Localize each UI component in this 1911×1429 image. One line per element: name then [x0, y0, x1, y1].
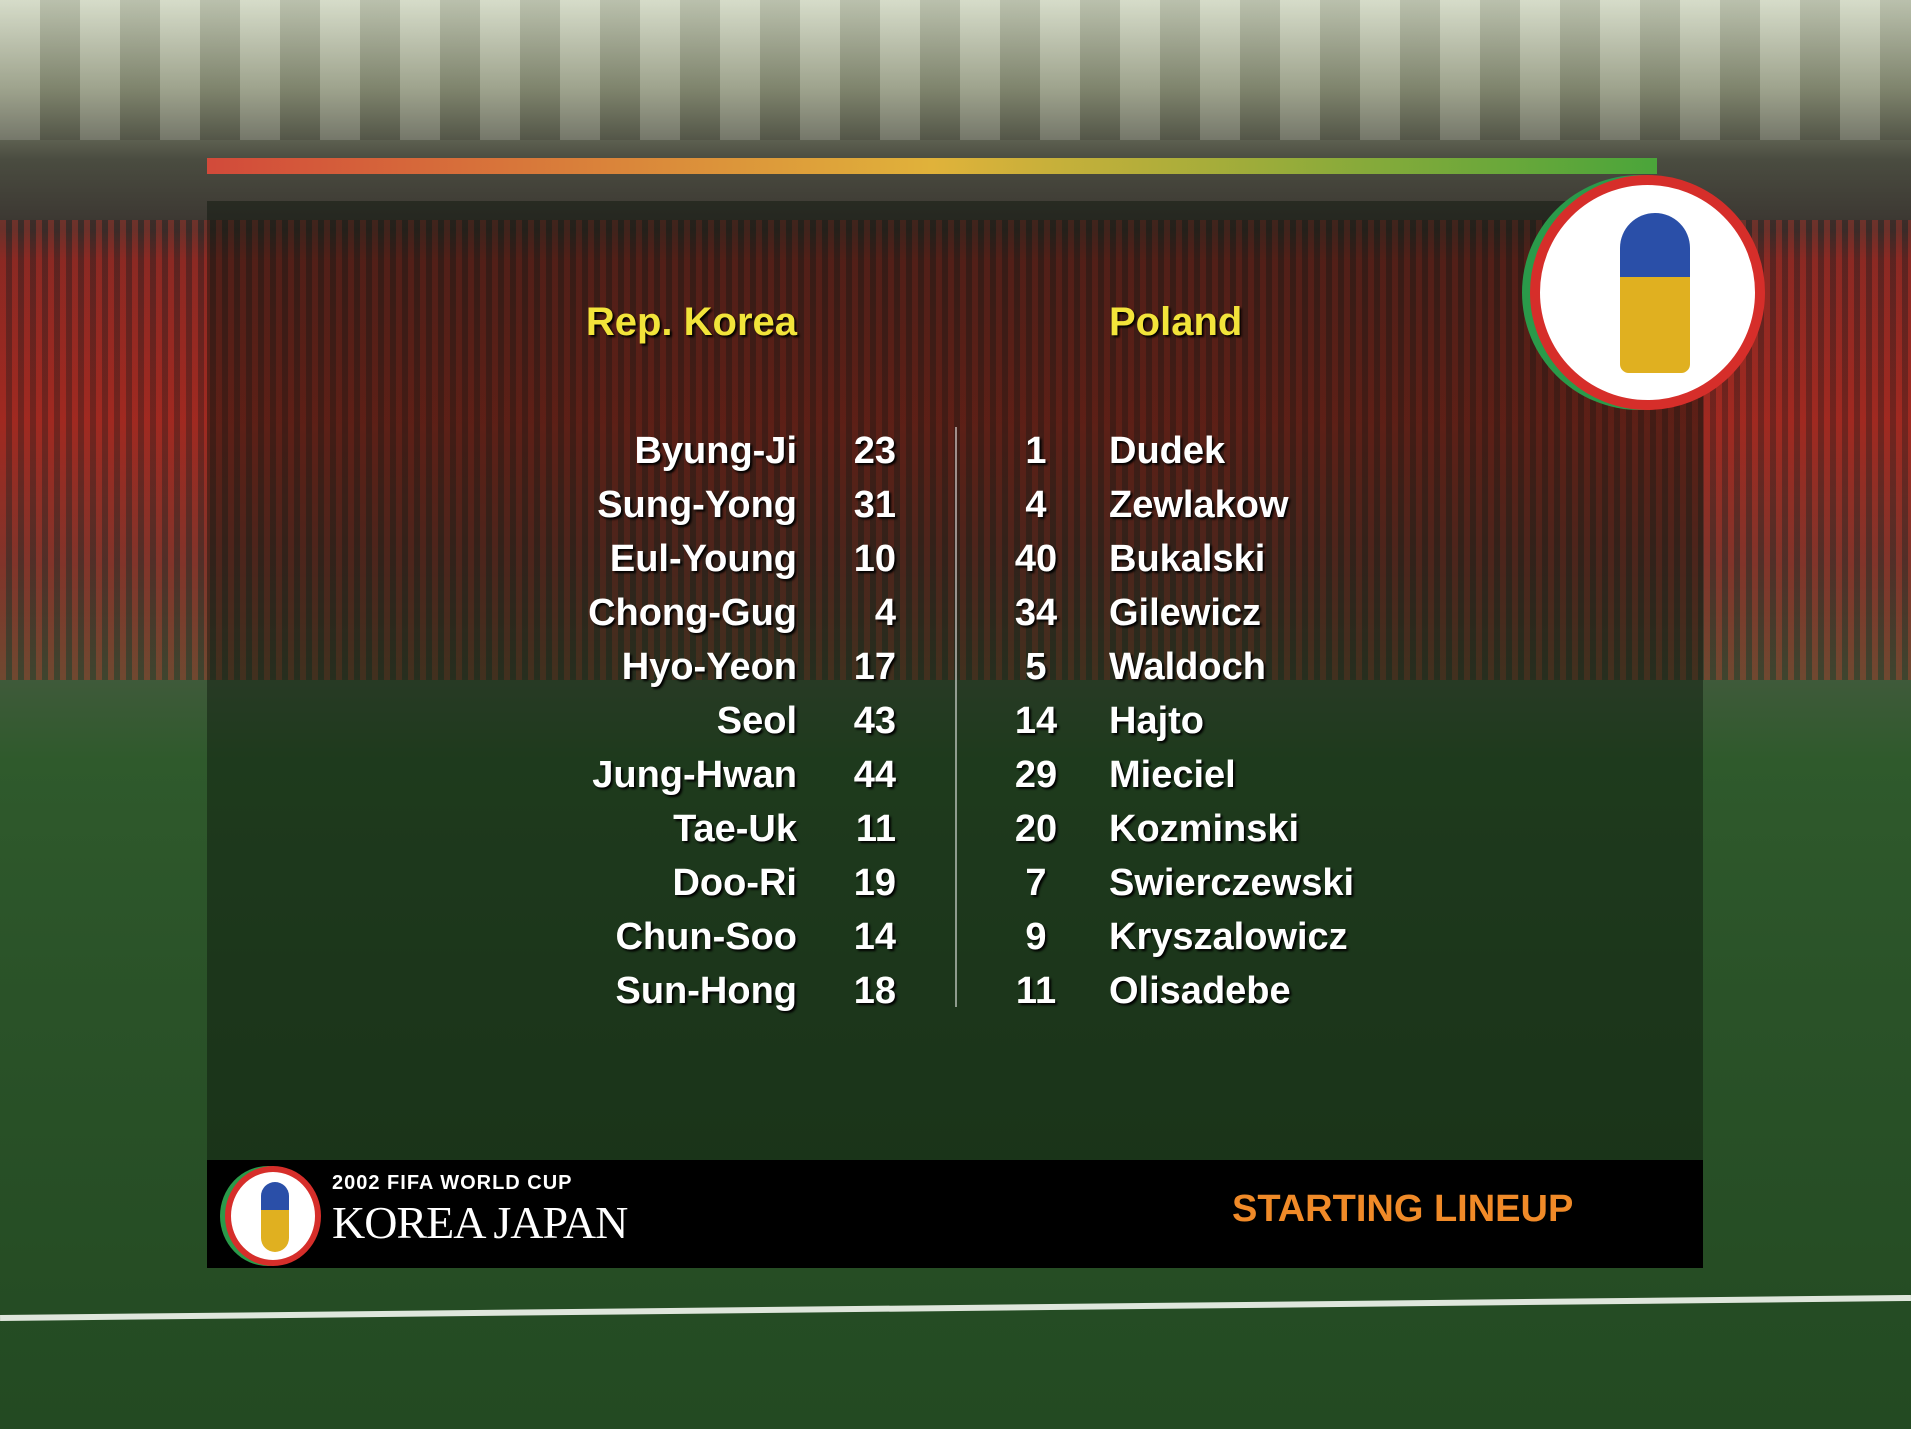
- away-player-number: 4: [1025, 484, 1047, 526]
- home-player-number: 19: [853, 862, 896, 904]
- home-player-number: 44: [853, 754, 896, 796]
- home-team-name: Rep. Korea: [585, 300, 797, 344]
- away-player-number: 29: [1014, 754, 1058, 796]
- stadium-roof: [0, 0, 1911, 140]
- away-player-name: Kozminski: [1109, 808, 1300, 850]
- away-player-name: Kryszalowicz: [1109, 916, 1348, 958]
- world-cup-emblem-icon: [1530, 175, 1765, 410]
- away-player-name: Zewlakow: [1109, 484, 1289, 526]
- pitch-line: [0, 1294, 1911, 1322]
- away-player-name: Bukalski: [1109, 538, 1266, 580]
- footer-bar: 2002 FIFA WORLD CUP KOREA JAPAN STARTING…: [207, 1160, 1703, 1268]
- screen-title: STARTING LINEUP: [1232, 1188, 1574, 1230]
- home-player-name: Doo-Ri: [672, 862, 797, 904]
- home-player-name: Jung-Hwan: [592, 754, 797, 796]
- decorative-arc: [207, 158, 1657, 269]
- away-player-number: 34: [1014, 592, 1058, 634]
- home-player-name: Eul-Young: [609, 538, 797, 580]
- away-player-number: 20: [1014, 808, 1058, 850]
- home-player-number: 18: [853, 970, 896, 1012]
- away-player-name: Olisadebe: [1109, 970, 1291, 1012]
- home-player-number: 17: [853, 646, 896, 688]
- away-team-name: Poland: [1109, 300, 1243, 344]
- away-player-name: Mieciel: [1109, 754, 1236, 796]
- home-player-number: 43: [853, 700, 896, 742]
- home-player-name: Hyo-Yeon: [621, 646, 797, 688]
- home-player-number: 23: [853, 430, 896, 472]
- away-player-number: 1: [1025, 430, 1047, 472]
- away-player-name: Gilewicz: [1109, 592, 1262, 634]
- home-player-name: Chun-Soo: [615, 916, 797, 958]
- center-divider: [955, 427, 957, 1007]
- home-player-name: Sung-Yong: [597, 484, 797, 526]
- away-player-name: Swierczewski: [1109, 862, 1355, 904]
- home-player-name: Chong-Gug: [588, 592, 797, 634]
- home-player-number: 11: [855, 808, 896, 850]
- home-player-name: Seol: [716, 700, 797, 742]
- home-player-number: 14: [853, 916, 896, 958]
- logo-line1: 2002 FIFA WORLD CUP: [332, 1172, 573, 1194]
- away-player-number: 7: [1025, 862, 1047, 904]
- home-player-number: 31: [853, 484, 896, 526]
- away-player-number: 5: [1025, 646, 1047, 688]
- home-player-number: 4: [874, 592, 896, 634]
- away-player-name: Dudek: [1109, 430, 1226, 472]
- home-player-number: 10: [853, 538, 896, 580]
- home-player-name: Tae-Uk: [673, 808, 797, 850]
- home-player-name: Byung-Ji: [634, 430, 797, 472]
- away-player-name: Waldoch: [1109, 646, 1266, 688]
- world-cup-logo-icon: [225, 1166, 321, 1266]
- logo-line2: KOREA JAPAN: [332, 1197, 628, 1248]
- away-player-number: 40: [1014, 538, 1058, 580]
- away-player-name: Hajto: [1109, 700, 1204, 742]
- away-player-number: 9: [1025, 916, 1047, 958]
- away-player-number: 11: [1015, 970, 1057, 1012]
- home-player-name: Sun-Hong: [615, 970, 797, 1012]
- away-player-number: 14: [1014, 700, 1058, 742]
